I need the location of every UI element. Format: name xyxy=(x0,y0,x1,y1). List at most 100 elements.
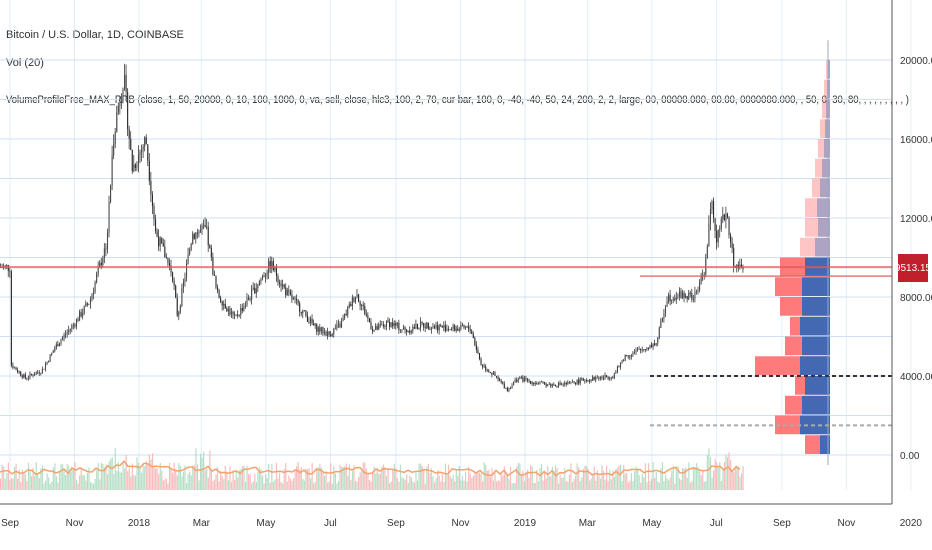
candle-body xyxy=(689,292,691,294)
volume-bar xyxy=(568,474,571,490)
volume-bar xyxy=(66,463,68,490)
volume-bar xyxy=(305,468,307,490)
volume-bar xyxy=(438,475,440,490)
candle-body xyxy=(280,283,282,287)
candle-body xyxy=(393,323,395,327)
volume-bar xyxy=(654,477,656,490)
volume-bar xyxy=(713,470,715,490)
candle-body xyxy=(629,356,631,358)
candle-body xyxy=(545,383,547,387)
candle-body xyxy=(638,348,640,350)
volume-bar xyxy=(46,473,48,490)
candle-body xyxy=(137,154,140,166)
volume-bar xyxy=(589,480,591,490)
candle-body xyxy=(155,219,157,232)
volume-bar xyxy=(133,474,135,490)
volume-bar xyxy=(480,473,482,490)
candle-body xyxy=(148,160,150,181)
volume-bar xyxy=(410,477,412,490)
volume-bar xyxy=(187,473,189,490)
candle-body xyxy=(385,320,388,327)
volume-bar xyxy=(646,482,648,490)
volume-bar xyxy=(375,473,377,490)
candle-body xyxy=(347,307,349,316)
profile-sell-bar xyxy=(800,237,830,257)
volume-bar xyxy=(685,467,687,490)
volume-bar xyxy=(627,482,629,490)
volume-bar xyxy=(478,472,481,490)
volume-bar xyxy=(420,463,422,490)
volume-bar xyxy=(203,451,205,490)
candle-body xyxy=(480,358,482,365)
volume-bar xyxy=(488,469,490,490)
volume-bar xyxy=(193,465,195,490)
candle-body xyxy=(537,383,539,385)
candle-body xyxy=(420,321,422,329)
candle-body xyxy=(181,288,183,307)
volume-bar xyxy=(206,468,208,490)
volume-bar xyxy=(261,475,264,490)
candle-body xyxy=(206,226,208,228)
candle-body xyxy=(370,322,372,330)
candle-body xyxy=(489,372,491,374)
candle-body xyxy=(478,353,481,359)
x-tick-label: Jul xyxy=(324,518,337,529)
volume-bar xyxy=(10,477,13,490)
profile-buy-bar xyxy=(800,316,830,336)
candle-body xyxy=(187,254,189,264)
volume-bar xyxy=(361,471,363,490)
volume-bar xyxy=(128,468,130,490)
profile-buy-bar xyxy=(802,297,830,316)
candle-body xyxy=(497,376,499,380)
candle-body xyxy=(52,351,54,353)
volume-bar xyxy=(184,465,186,490)
volume-bar xyxy=(548,476,550,490)
volume-bar xyxy=(652,462,654,490)
volume-bar xyxy=(455,470,457,490)
volume-bar xyxy=(367,473,369,490)
volume-bar xyxy=(136,457,138,490)
volume-ma-line xyxy=(0,460,741,477)
volume-bar xyxy=(0,478,2,490)
candle-body xyxy=(554,384,556,387)
candle-body xyxy=(658,327,660,338)
volume-bar xyxy=(472,475,474,490)
volume-bar xyxy=(638,475,640,490)
volume-bar xyxy=(517,462,519,490)
candle-body xyxy=(663,313,665,319)
volume-bar xyxy=(341,466,343,490)
candle-body xyxy=(427,322,429,329)
volume-bar xyxy=(737,466,739,490)
volume-bar xyxy=(344,466,346,490)
candle-body xyxy=(106,232,109,250)
candle-body xyxy=(376,326,378,330)
candle-body xyxy=(409,330,411,333)
candle-body xyxy=(192,233,194,244)
candle-body xyxy=(457,328,459,331)
volume-bar xyxy=(148,454,150,490)
volume-bar xyxy=(289,479,292,490)
candle-body xyxy=(62,337,64,341)
volume-bar xyxy=(111,457,113,490)
volume-bar xyxy=(486,470,488,490)
candle-body xyxy=(124,75,126,89)
volume-bar xyxy=(362,462,364,490)
volume-bar xyxy=(100,462,102,490)
candle-body xyxy=(720,218,722,229)
volume-bar xyxy=(114,447,116,490)
volume-bar xyxy=(195,448,197,490)
candle-body xyxy=(626,354,628,356)
candle-body xyxy=(585,379,587,382)
profile-buy-bar xyxy=(828,60,830,79)
volume-bar xyxy=(156,468,158,490)
volume-bar xyxy=(544,470,546,490)
volume-bar xyxy=(497,480,499,490)
candle-body xyxy=(482,364,484,367)
volume-bar xyxy=(620,464,622,490)
candle-body xyxy=(717,229,719,243)
volume-bar xyxy=(719,462,721,490)
candle-body xyxy=(86,303,88,305)
candle-body xyxy=(404,327,406,330)
volume-bar xyxy=(714,459,716,490)
